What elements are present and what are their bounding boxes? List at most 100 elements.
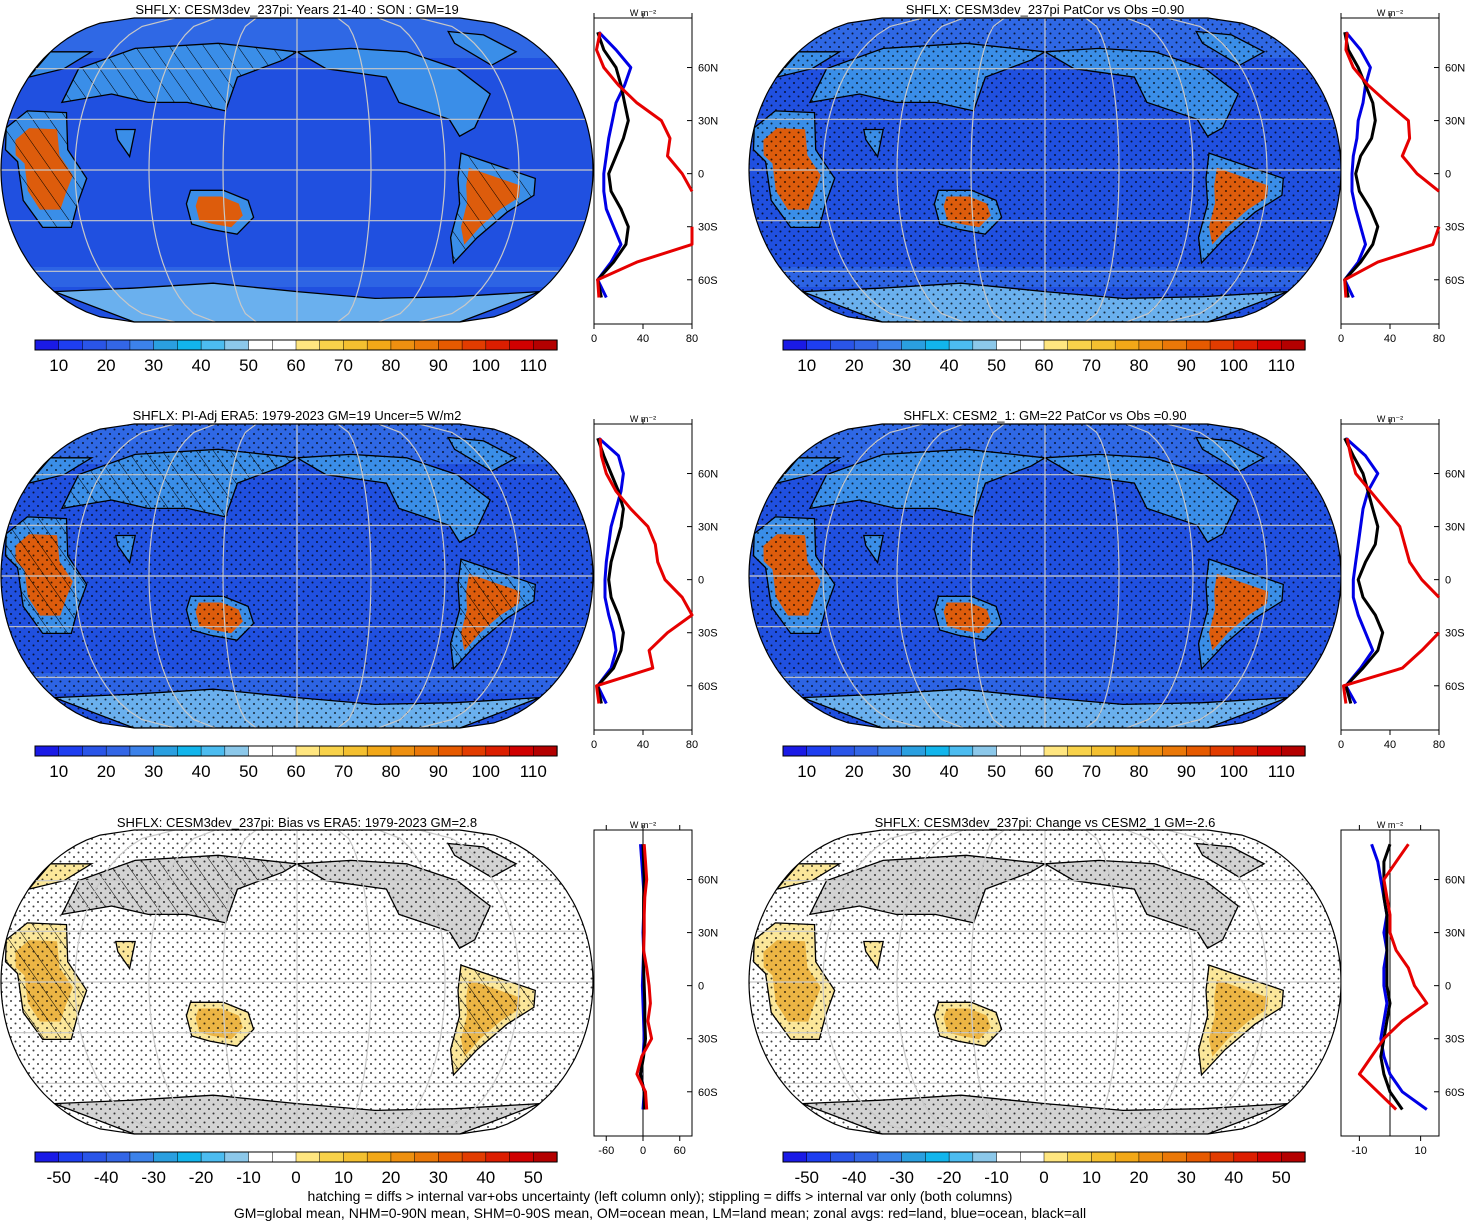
- meridian-135: [418, 18, 520, 322]
- colorbar-box-5: [901, 1151, 927, 1163]
- x-tick-label-80: 80: [1433, 333, 1445, 345]
- colorbar-box-21: [1281, 745, 1306, 757]
- panel-5: SHFLX: CESM3dev_237pi: Bias vs ERA5: 197…: [0, 815, 718, 1187]
- colorbar-box-14: [366, 339, 392, 351]
- panel-6-zonal: W m⁻² 60N 30N 0 30S 60S -10 10: [1340, 820, 1465, 1157]
- map-border-3: [0, 423, 594, 729]
- colorbar-label-70: 70: [334, 762, 353, 781]
- colorbar-box-1: [58, 1151, 84, 1163]
- colorbar-label-110: 110: [520, 762, 547, 781]
- meridian-90: [1126, 424, 1194, 728]
- colorbar-label-60: 60: [287, 356, 306, 375]
- lat-tick-label-30N: 30N: [698, 116, 718, 128]
- x-tick-label-0: 0: [591, 333, 597, 345]
- colorbar-box-6: [177, 339, 202, 351]
- colorbar-box-13: [1091, 745, 1116, 757]
- colorbar-label-50: 50: [524, 1168, 543, 1187]
- colorbar-label-70: 70: [1082, 356, 1101, 375]
- colorbar-box-19: [1233, 339, 1259, 351]
- colorbar-box-2: [830, 339, 855, 351]
- hatching-asia-5: [61, 855, 298, 923]
- colorbar-box-4: [877, 339, 903, 351]
- colorbar-box-18: [461, 1151, 487, 1163]
- lat-tick-label-30N: 30N: [698, 928, 718, 940]
- colorbar-box-15: [390, 1151, 416, 1163]
- colorbar-box-17: [1186, 745, 1211, 757]
- colorbar-label-20: 20: [1129, 1168, 1148, 1187]
- meridian--135: [822, 830, 924, 1134]
- colorbar-box-14: [366, 1151, 392, 1163]
- colorbar-box-4: [129, 1151, 155, 1163]
- x-tick-label-0: 0: [1338, 333, 1344, 345]
- hatching-africa-3: [5, 516, 87, 634]
- colorbar-box-16: [1162, 339, 1188, 351]
- colorbar-box-20: [1257, 1151, 1282, 1163]
- map-body-6: [749, 830, 1341, 1134]
- colorbar-box-4: [877, 745, 903, 757]
- x-tick-label-0: 0: [591, 739, 597, 751]
- colorbar-box-18: [1209, 1151, 1235, 1163]
- colorbar-box-12: [319, 745, 345, 757]
- lat-tick-label-60N: 60N: [1445, 63, 1465, 75]
- map-border-1: [0, 17, 594, 323]
- colorbar-box-17: [1186, 339, 1211, 351]
- colorbar-label-60: 60: [1035, 356, 1054, 375]
- colorbar-box-3: [105, 745, 131, 757]
- meridian-90: [1126, 18, 1194, 322]
- colorbar-box-6: [925, 339, 950, 351]
- colorbar-box-4: [129, 745, 155, 757]
- colorbar-label-110: 110: [1268, 762, 1295, 781]
- panel-6-colorbar: -50 -40 -30 -20 -10 0 10 20 30 40 50: [782, 1151, 1306, 1187]
- lat-tick-label-0: 0: [1445, 575, 1451, 587]
- colorbar-box-16: [1162, 745, 1188, 757]
- colorbar-box-10: [272, 745, 297, 757]
- hatching-asia-1: [61, 43, 298, 111]
- colorbar-label-100: 100: [1220, 356, 1248, 375]
- colorbar-border: [782, 745, 1306, 757]
- meridian--90: [896, 830, 964, 1134]
- colorbar-box-7: [200, 745, 226, 757]
- colorbar-label-90: 90: [429, 356, 448, 375]
- colorbar-box-7: [948, 745, 974, 757]
- colorbar-box-19: [485, 1151, 511, 1163]
- graticule-5: [1, 830, 593, 1134]
- lat-tick-label-0: 0: [698, 981, 704, 993]
- colorbar-box-18: [1209, 339, 1235, 351]
- lat-tick-label-30S: 30S: [1445, 628, 1465, 640]
- x-tick-label--60: -60: [598, 1145, 614, 1157]
- colorbar-label-100: 100: [1220, 762, 1248, 781]
- meridian--45: [970, 18, 1005, 322]
- colorbar-box-9: [996, 1151, 1021, 1163]
- continent-greenland-1: [447, 30, 518, 67]
- colorbar-label-50: 50: [1272, 1168, 1291, 1187]
- colorbar-box-11: [1043, 745, 1069, 757]
- colorbar-label-90: 90: [1177, 762, 1196, 781]
- colorbar-label-80: 80: [381, 762, 400, 781]
- panel-4: SHFLX: CESM2_1: GM=22 PatCor vs Obs =0.9…: [748, 408, 1465, 781]
- colorbar-box-9: [996, 745, 1021, 757]
- zonal-series-land-6: [1357, 843, 1429, 1111]
- colorbar-label-40: 40: [192, 356, 211, 375]
- colorbar-label-80: 80: [381, 356, 400, 375]
- meridian-45: [1085, 830, 1120, 1134]
- zonal-series-ocean-3: [596, 437, 625, 705]
- colorbar-label-10: 10: [334, 1168, 353, 1187]
- graticule-1: [1, 18, 593, 322]
- zonal-unit-6: W m⁻²: [1377, 820, 1403, 830]
- colorbar-box-11: [295, 1151, 321, 1163]
- colorbar-box-16: [414, 1151, 440, 1163]
- colorbar-box-15: [1138, 339, 1164, 351]
- colorbar-label--40: -40: [94, 1168, 119, 1187]
- colorbar-border: [34, 1151, 558, 1163]
- colorbar-label-40: 40: [940, 356, 959, 375]
- meridian-135: [1166, 830, 1268, 1134]
- colorbar-label-20: 20: [97, 356, 116, 375]
- panel-4-title: SHFLX: CESM2_1: GM=22 PatCor vs Obs =0.9…: [903, 408, 1186, 423]
- continent-europe-1: [27, 51, 94, 79]
- x-tick-label-80: 80: [686, 333, 698, 345]
- colorbar-box-9: [248, 745, 273, 757]
- colorbar-box-17: [438, 745, 463, 757]
